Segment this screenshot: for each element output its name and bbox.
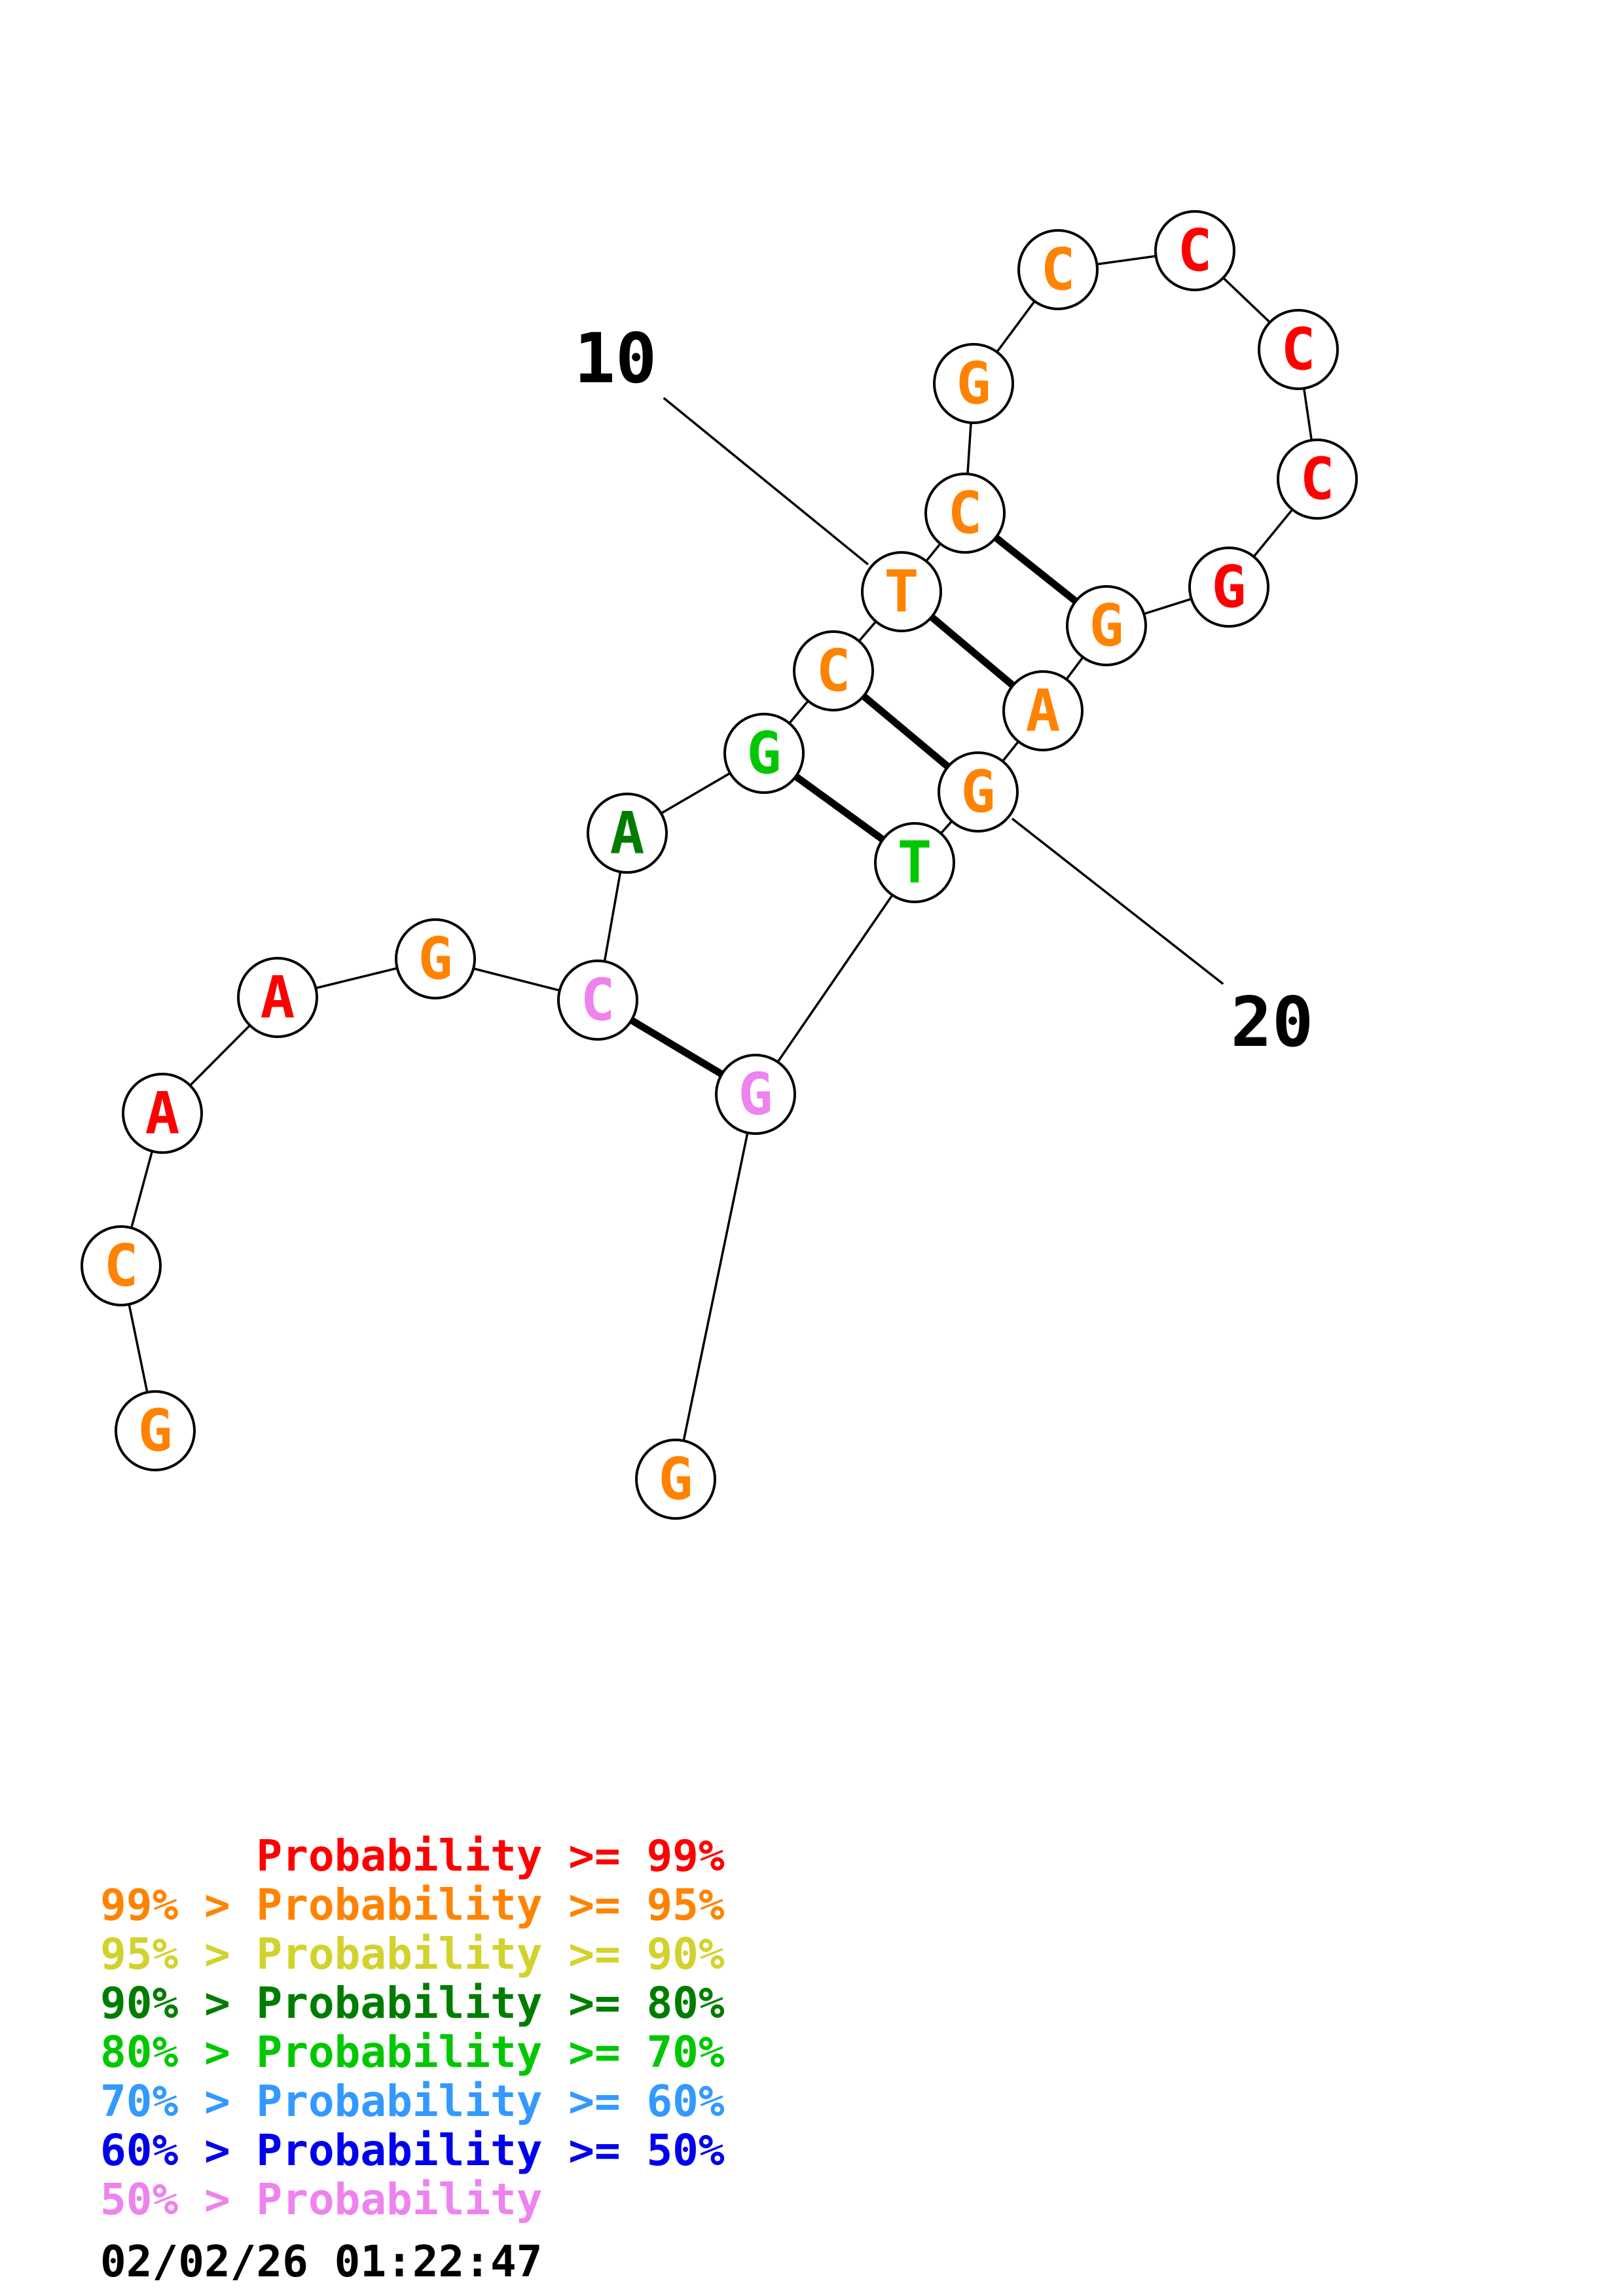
nucleotide-circle (1188, 547, 1269, 628)
nucleotide-circle (237, 957, 318, 1038)
nucleotide-circle (395, 918, 476, 999)
nucleotide-letter: A (261, 964, 295, 1031)
nucleotide-letter: G (1212, 554, 1247, 621)
nucleotide-circle (1017, 229, 1099, 310)
nucleotide-circle (933, 343, 1014, 424)
legend-line: 95% > Probability >= 90% (100, 1929, 725, 1979)
nucleotide-circle (924, 473, 1006, 554)
nucleotide-letter: G (961, 759, 996, 826)
legend-line: Probability >= 99% (100, 1831, 725, 1881)
nucleotide-letter: A (610, 800, 645, 867)
nucleotide-letter: C (581, 967, 615, 1034)
nucleotide-letter: A (1026, 677, 1061, 745)
timestamp: 02/02/26 01:22:47 (100, 2236, 543, 2287)
label-leader-line (663, 397, 869, 565)
nucleotide-letter: A (145, 1080, 180, 1147)
nucleotide-circle (793, 630, 874, 711)
legend-line: 99% > Probability >= 95% (100, 1880, 725, 1930)
nucleotide-circle (587, 793, 668, 874)
nucleotide-circle (1277, 439, 1358, 520)
position-label: 20 (1231, 982, 1313, 1062)
nucleotide-circle (1154, 210, 1235, 291)
nucleotide-letter: C (1041, 236, 1076, 304)
label-leader-line (1011, 817, 1224, 985)
nucleotide-letter: C (1300, 446, 1335, 513)
nucleotide-letter: C (948, 480, 983, 547)
position-label: 10 (574, 319, 657, 399)
nucleotide-letter: C (104, 1232, 139, 1300)
nucleotide-circle (81, 1225, 162, 1306)
nucleotide-circle (635, 1439, 716, 1520)
legend-line: 50% > Probability (100, 2174, 543, 2225)
nucleotide-circle (938, 751, 1019, 833)
backbone-edge (754, 862, 916, 1095)
nucleotide-letter: G (1089, 592, 1124, 660)
legend-line: 70% > Probability >= 60% (100, 2076, 725, 2126)
nucleotide-letter: C (1281, 316, 1316, 384)
nucleotide-circle (723, 713, 805, 794)
nucleotide-circle (1258, 309, 1339, 390)
nucleotide-letter: T (898, 829, 932, 897)
nucleotide-circle (874, 822, 955, 903)
nucleotide-letter: T (884, 558, 919, 626)
nucleotide-circle (1002, 670, 1084, 751)
nucleotide-circle (1066, 585, 1147, 666)
nucleotide-letter: G (739, 1061, 773, 1128)
nucleotide-letter: G (957, 350, 991, 418)
legend-line: 90% > Probability >= 80% (100, 1978, 725, 2028)
nucleotide-letter: G (747, 720, 782, 787)
nucleotide-letter: C (1178, 217, 1213, 285)
nucleotide-circle (861, 551, 942, 632)
nucleotide-letter: G (659, 1446, 693, 1513)
nucleotide-letter: C (816, 637, 851, 705)
nucleotide-circle (115, 1390, 196, 1471)
nucleotide-letter: G (138, 1397, 173, 1465)
legend-line: 60% > Probability >= 50% (100, 2125, 725, 2176)
legend: Probability >= 99% 99% > Probability >= 9… (100, 1831, 725, 2224)
nucleotide-circle (715, 1054, 796, 1135)
nucleotide-letter: G (418, 925, 453, 993)
backbone-edge (674, 1094, 757, 1480)
legend-line: 80% > Probability >= 70% (100, 2027, 725, 2077)
nucleotide-circle (557, 960, 638, 1041)
nucleotide-circle (122, 1073, 203, 1154)
